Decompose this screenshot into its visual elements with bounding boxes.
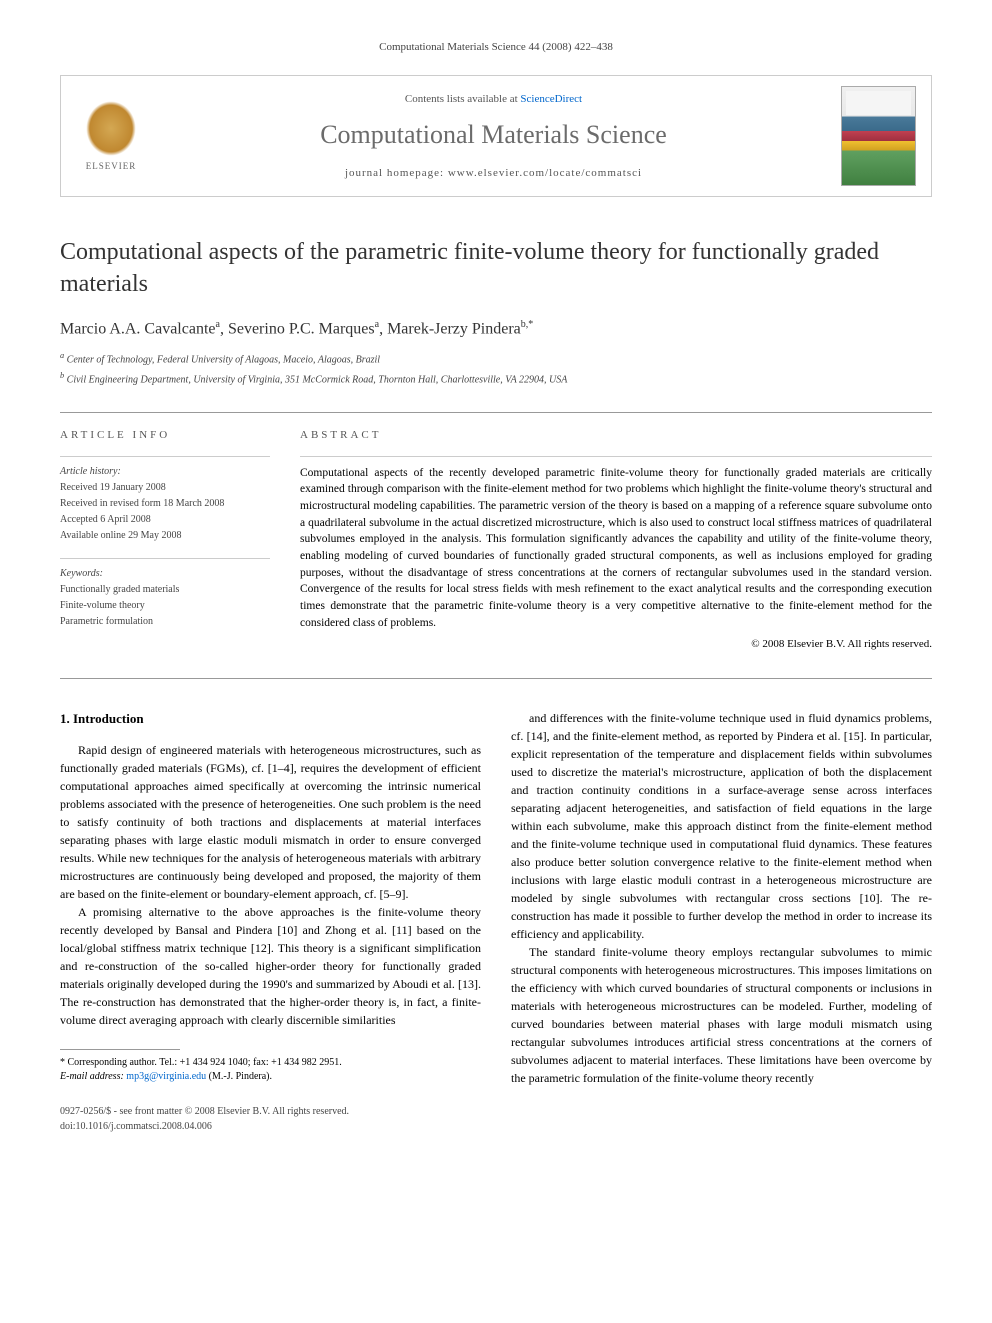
- elsevier-label: ELSEVIER: [86, 160, 137, 173]
- received-date: Received 19 January 2008: [60, 481, 270, 495]
- info-abstract-row: ARTICLE INFO Article history: Received 1…: [60, 428, 932, 653]
- article-info-column: ARTICLE INFO Article history: Received 1…: [60, 428, 270, 653]
- contents-prefix: Contents lists available at: [405, 93, 520, 105]
- body-para-1: Rapid design of engineered materials wit…: [60, 741, 481, 903]
- article-title: Computational aspects of the parametric …: [60, 237, 932, 299]
- email-label: E-mail address:: [60, 1071, 124, 1082]
- keywords-block: Keywords: Functionally graded materials …: [60, 558, 270, 629]
- divider-bottom: [60, 678, 932, 679]
- journal-homepage: journal homepage: www.elsevier.com/locat…: [166, 166, 821, 181]
- sciencedirect-link[interactable]: ScienceDirect: [520, 93, 582, 105]
- revised-date: Received in revised form 18 March 2008: [60, 497, 270, 511]
- doi-line: doi:10.1016/j.commatsci.2008.04.006: [60, 1119, 481, 1134]
- author-1-sup: a: [216, 319, 220, 330]
- accepted-date: Accepted 6 April 2008: [60, 513, 270, 527]
- author-3: Marek-Jerzy Pindera: [387, 320, 521, 337]
- email-person: (M.-J. Pindera).: [209, 1071, 272, 1082]
- issn-line: 0927-0256/$ - see front matter © 2008 El…: [60, 1104, 481, 1119]
- elsevier-logo: ELSEVIER: [76, 96, 146, 176]
- affiliations: a Center of Technology, Federal Universi…: [60, 350, 932, 387]
- journal-name: Computational Materials Science: [166, 117, 821, 153]
- email-link[interactable]: mp3g@virginia.edu: [126, 1071, 206, 1082]
- article-info-heading: ARTICLE INFO: [60, 428, 270, 443]
- body-column-right: and differences with the finite-volume t…: [511, 709, 932, 1134]
- author-1: Marcio A.A. Cavalcante: [60, 320, 216, 337]
- page-container: Computational Materials Science 44 (2008…: [0, 0, 992, 1174]
- abstract-copyright: © 2008 Elsevier B.V. All rights reserved…: [300, 637, 932, 653]
- elsevier-tree-icon: [86, 101, 136, 156]
- body-column-left: 1. Introduction Rapid design of engineer…: [60, 709, 481, 1134]
- keyword-1: Functionally graded materials: [60, 583, 270, 597]
- affiliation-b: b Civil Engineering Department, Universi…: [60, 370, 932, 387]
- abstract-text: Computational aspects of the recently de…: [300, 456, 932, 654]
- abstract-heading: ABSTRACT: [300, 428, 932, 443]
- body-columns: 1. Introduction Rapid design of engineer…: [60, 709, 932, 1134]
- body-para-2: A promising alternative to the above app…: [60, 903, 481, 1029]
- journal-cover-thumbnail: [841, 86, 916, 186]
- email-line: E-mail address: mp3g@virginia.edu (M.-J.…: [60, 1070, 481, 1084]
- affiliation-a: a Center of Technology, Federal Universi…: [60, 350, 932, 367]
- homepage-prefix: journal homepage:: [345, 167, 448, 179]
- keyword-3: Parametric formulation: [60, 615, 270, 629]
- homepage-url[interactable]: www.elsevier.com/locate/commatsci: [448, 167, 642, 179]
- section-1-heading: 1. Introduction: [60, 709, 481, 729]
- online-date: Available online 29 May 2008: [60, 529, 270, 543]
- journal-banner: ELSEVIER Contents lists available at Sci…: [60, 75, 932, 197]
- header-citation: Computational Materials Science 44 (2008…: [60, 40, 932, 55]
- article-history-block: Article history: Received 19 January 200…: [60, 456, 270, 543]
- body-para-4: The standard finite-volume theory employ…: [511, 943, 932, 1087]
- author-2: Severino P.C. Marques: [228, 320, 375, 337]
- author-3-sup: b,*: [521, 319, 534, 330]
- author-2-sup: a: [375, 319, 379, 330]
- footnote-divider: [60, 1049, 180, 1050]
- banner-center: Contents lists available at ScienceDirec…: [146, 92, 841, 181]
- contents-list-line: Contents lists available at ScienceDirec…: [166, 92, 821, 107]
- body-para-3: and differences with the finite-volume t…: [511, 709, 932, 943]
- keywords-label: Keywords:: [60, 567, 270, 581]
- corresponding-line: * Corresponding author. Tel.: +1 434 924…: [60, 1056, 481, 1070]
- abstract-column: ABSTRACT Computational aspects of the re…: [300, 428, 932, 653]
- history-label: Article history:: [60, 465, 270, 479]
- divider-top: [60, 412, 932, 413]
- keyword-2: Finite-volume theory: [60, 599, 270, 613]
- corresponding-author-footnote: * Corresponding author. Tel.: +1 434 924…: [60, 1056, 481, 1084]
- authors-line: Marcio A.A. Cavalcantea, Severino P.C. M…: [60, 318, 932, 341]
- footer-info: 0927-0256/$ - see front matter © 2008 El…: [60, 1104, 481, 1134]
